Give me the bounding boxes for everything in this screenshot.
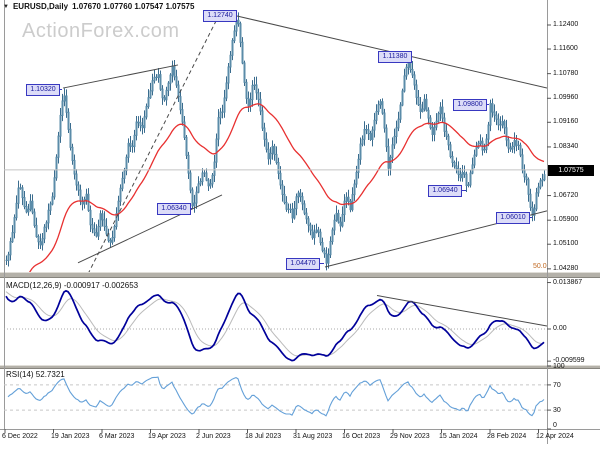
current-price-box: 1.07575 (548, 165, 594, 176)
price-label-connector (60, 89, 62, 90)
date-axis-label: 6 Dec 2022 (2, 433, 38, 440)
rsi-line[interactable] (7, 376, 545, 417)
trendline[interactable] (77, 194, 223, 264)
price-label[interactable]: 1.06010 (496, 212, 530, 224)
date-axis-label: 16 Oct 2023 (342, 433, 381, 440)
rsi-axis-label: 0 (553, 422, 557, 429)
price-label[interactable]: 1.06940 (428, 185, 462, 197)
price-axis-label: 1.08340 (553, 143, 579, 150)
date-axis-label: 2 Jun 2023 (196, 433, 231, 440)
price-axis-label: 1.10780 (553, 70, 579, 77)
candlesticks[interactable] (5, 12, 546, 271)
price-axis-label: 1.05100 (553, 240, 579, 247)
price-label-connector (487, 104, 489, 105)
price-label[interactable]: 1.10320 (26, 84, 60, 96)
date-axis-label: 28 Feb 2024 (487, 433, 527, 440)
macd-axis-label: 0.00 (553, 325, 567, 332)
price-label-connector (530, 217, 532, 218)
price-label-connector (462, 190, 466, 191)
panel-separator[interactable] (0, 365, 600, 369)
date-axis-label: 6 Mar 2023 (99, 433, 135, 440)
macd-trendline[interactable] (376, 295, 547, 327)
price-label[interactable]: 1.09800 (453, 99, 487, 111)
date-axis-label: 29 Nov 2023 (390, 433, 430, 440)
date-axis-label: 31 Aug 2023 (293, 433, 333, 440)
date-axis-label: 12 Apr 2024 (536, 433, 574, 440)
macd-axis-label: 0.013867 (553, 279, 583, 286)
date-axis-label: 19 Jan 2023 (51, 433, 90, 440)
trendline[interactable] (62, 64, 179, 89)
price-axis-label: 1.05900 (553, 216, 579, 223)
price-label-connector (191, 208, 192, 209)
price-axis-label: 1.04280 (553, 265, 579, 272)
symbol-dropdown-icon[interactable]: ▼ (3, 3, 9, 10)
watermark: ActionForex.com (22, 20, 180, 42)
symbol-timeframe-label: EURUSD,Daily (12, 2, 69, 11)
macd-main-line[interactable] (5, 289, 545, 362)
panel-separator[interactable] (0, 272, 600, 278)
date-axis-label: 15 Jan 2024 (439, 433, 478, 440)
price-label[interactable]: 1.04470 (286, 258, 320, 270)
dashed-trendline[interactable] (88, 14, 220, 274)
macd-axis-label: -0.009599 (553, 357, 585, 364)
moving-average-line[interactable] (6, 103, 545, 322)
price-axis-label: 1.12400 (553, 21, 579, 28)
rsi-indicator-label: RSI(14) 52.7321 (6, 370, 65, 379)
date-axis-label: 18 Jul 2023 (245, 433, 282, 440)
macd-signal-line[interactable] (5, 291, 545, 357)
price-label-connector (320, 263, 324, 264)
ohlc-values: 1.07670 1.07760 1.07547 1.07575 (72, 2, 195, 11)
rsi-axis-label: 100 (553, 363, 565, 370)
price-label[interactable]: 1.12740 (203, 10, 237, 22)
price-axis-label: 1.06720 (553, 192, 579, 199)
macd-indicator-label: MACD(12,26,9) -0.000917 -0.002653 (6, 281, 139, 290)
fibonacci-level-label: 50.0 (533, 263, 547, 270)
chart-title-bar[interactable]: ▼ EURUSD,Daily 1.07670 1.07760 1.07547 1… (3, 2, 194, 11)
date-axis-label: 19 Apr 2023 (148, 433, 186, 440)
price-axis-label: 1.11600 (553, 45, 578, 52)
rsi-axis-label: 70 (553, 382, 561, 389)
price-axis-label: 1.09160 (553, 118, 579, 125)
price-axis-label: 1.09960 (553, 94, 579, 101)
rsi-axis-label: 30 (553, 407, 561, 414)
price-label[interactable]: 1.06340 (157, 203, 191, 215)
price-label[interactable]: 1.11380 (378, 51, 412, 63)
